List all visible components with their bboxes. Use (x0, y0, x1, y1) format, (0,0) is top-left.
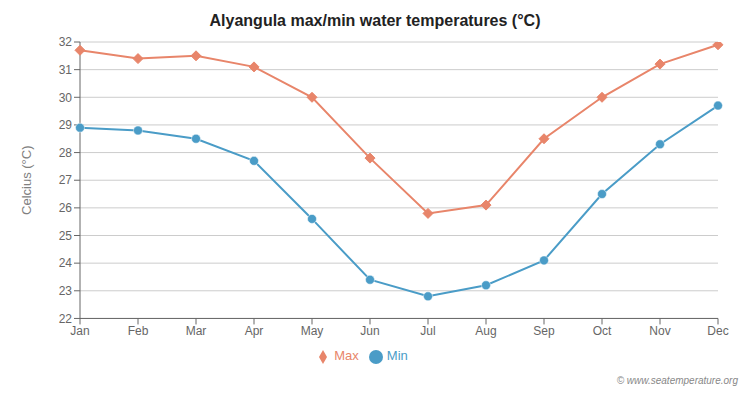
svg-text:Aug: Aug (475, 324, 496, 338)
html-text:© www.seatemperature.org: © www.seatemperature.org (616, 375, 738, 386)
svg-text:Sep: Sep (533, 324, 555, 338)
svg-text:Jan: Jan (70, 324, 89, 338)
svg-text:Feb: Feb (128, 324, 149, 338)
svg-text:31: 31 (59, 63, 73, 77)
svg-text:May: May (301, 324, 324, 338)
svg-text:32: 32 (59, 35, 73, 49)
svg-text:28: 28 (59, 146, 73, 160)
svg-text:22: 22 (59, 312, 73, 326)
svg-text:Celcius (°C): Celcius (°C) (19, 145, 34, 214)
svg-text:30: 30 (59, 91, 73, 105)
svg-text:26: 26 (59, 201, 73, 215)
svg-text:24: 24 (59, 256, 73, 270)
svg-text:27: 27 (59, 173, 73, 187)
html-text:Alyangula max/min water temper: Alyangula max/min water temperatures (°C… (209, 12, 541, 29)
svg-text:Jul: Jul (420, 324, 435, 338)
svg-text:23: 23 (59, 284, 73, 298)
svg-text:Dec: Dec (707, 324, 728, 338)
svg-text:Mar: Mar (186, 324, 207, 338)
html-text:Max: Max (334, 348, 359, 364)
svg-text:Jun: Jun (360, 324, 379, 338)
svg-text:29: 29 (59, 118, 73, 132)
svg-text:Apr: Apr (245, 324, 264, 338)
svg-text:Nov: Nov (649, 324, 670, 338)
html-text:Min: Min (386, 348, 408, 364)
svg-text:25: 25 (59, 229, 73, 243)
svg-text:Oct: Oct (593, 324, 612, 338)
